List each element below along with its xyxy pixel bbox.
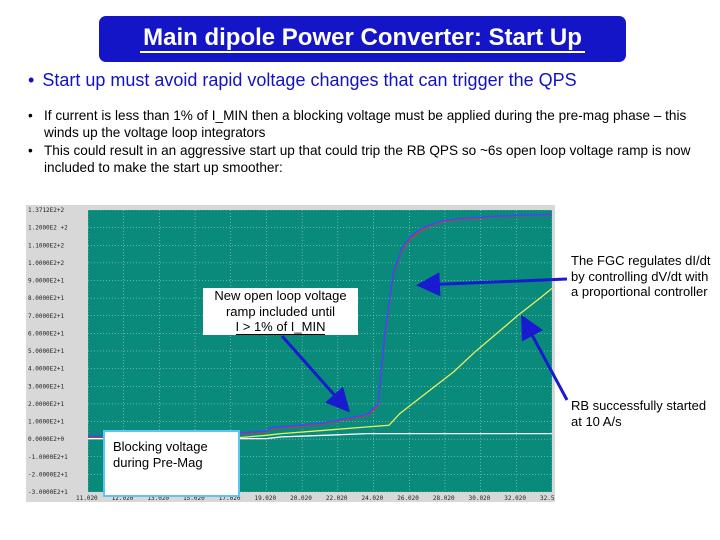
blocking-line-2: during Pre-Mag: [113, 455, 203, 470]
y-tick-label: 8.0000E2+1: [28, 295, 65, 302]
x-tick-label: 11.020: [76, 495, 98, 502]
x-tick-label: 32.573: [540, 495, 555, 502]
y-tick-label: 1.2000E2 +2: [28, 225, 68, 232]
open-loop-arrow: [280, 335, 350, 413]
open-loop-line-3: I > 1% of I_MIN: [235, 319, 326, 335]
open-loop-line-2: ramp included until: [225, 303, 336, 319]
x-tick-label: 13.020: [147, 495, 169, 502]
y-tick-label: 5.0000E2+1: [28, 348, 65, 355]
sub-bullet-2-text: This could result in an aggressive start…: [44, 143, 691, 175]
blocking-voltage-annotation: Blocking voltage during Pre-Mag: [103, 430, 240, 497]
y-tick-label: 7.0000E2+1: [28, 313, 65, 320]
sub-bullet-1-text: If current is less than 1% of I_MIN then…: [44, 108, 687, 140]
main-bullet: • Start up must avoid rapid voltage chang…: [28, 69, 708, 91]
x-tick-label: 15.020: [183, 495, 205, 502]
main-bullet-glyph: •: [28, 70, 35, 90]
fgc-arrow: [416, 272, 568, 297]
blocking-line-1: Blocking voltage: [113, 439, 208, 454]
x-tick-label: 26.020: [397, 495, 419, 502]
slide-title: Main dipole Power Converter: Start Up: [140, 25, 585, 53]
main-bullet-text: Start up must avoid rapid voltage change…: [42, 70, 577, 90]
y-tick-label: 1.1000E2+2: [28, 242, 65, 249]
x-tick-label: 17.020: [219, 495, 241, 502]
x-tick-label: 30.020: [469, 495, 491, 502]
sub-bullet-2-glyph: •: [28, 143, 33, 158]
y-tick-label: -1.0000E2+1: [28, 454, 68, 461]
series-line-4: [88, 432, 552, 440]
open-loop-line-1: New open loop voltage: [214, 288, 347, 303]
y-tick-label: 1.0000E2+2: [28, 260, 65, 267]
sub-bullet-1: • If current is less than 1% of I_MIN th…: [28, 107, 703, 141]
y-tick-label: 1.0000E2+1: [28, 419, 65, 426]
sub-bullet-1-glyph: •: [28, 108, 33, 123]
x-tick-label: 32.020: [504, 495, 526, 502]
sub-bullet-2: • This could result in an aggressive sta…: [28, 142, 703, 176]
y-tick-label: 3.0000E2+1: [28, 383, 65, 390]
x-tick-label: 28.020: [433, 495, 455, 502]
fgc-annotation: The FGC regulates dI/dt by controlling d…: [571, 253, 711, 299]
rb-annotation: RB successfully started at 10 A/s: [571, 398, 707, 429]
y-tick-label: 0.0000E2+0: [28, 436, 65, 443]
x-tick-label: 19.020: [254, 495, 276, 502]
x-tick-label: 22.020: [326, 495, 348, 502]
y-tick-label: 1.3712E2+2: [28, 207, 65, 214]
y-tick-label: 2.0000E2+1: [28, 401, 65, 408]
y-tick-label: 6.0000E2+1: [28, 330, 65, 337]
x-tick-label: 24.020: [362, 495, 384, 502]
sub-bullet-list: • If current is less than 1% of I_MIN th…: [28, 107, 703, 177]
y-tick-label: 4.0000E2+1: [28, 366, 65, 373]
y-tick-label: -2.0000E2+1: [28, 471, 68, 478]
slide-title-box: Main dipole Power Converter: Start Up: [99, 16, 626, 62]
rb-arrow: [521, 314, 569, 401]
open-loop-annotation: New open loop voltage ramp included unti…: [203, 288, 358, 335]
x-tick-label: 20.020: [290, 495, 312, 502]
x-tick-label: 12.020: [112, 495, 134, 502]
y-tick-label: -3.0000E2+1: [28, 489, 68, 496]
y-tick-label: 9.0000E2+1: [28, 278, 65, 285]
